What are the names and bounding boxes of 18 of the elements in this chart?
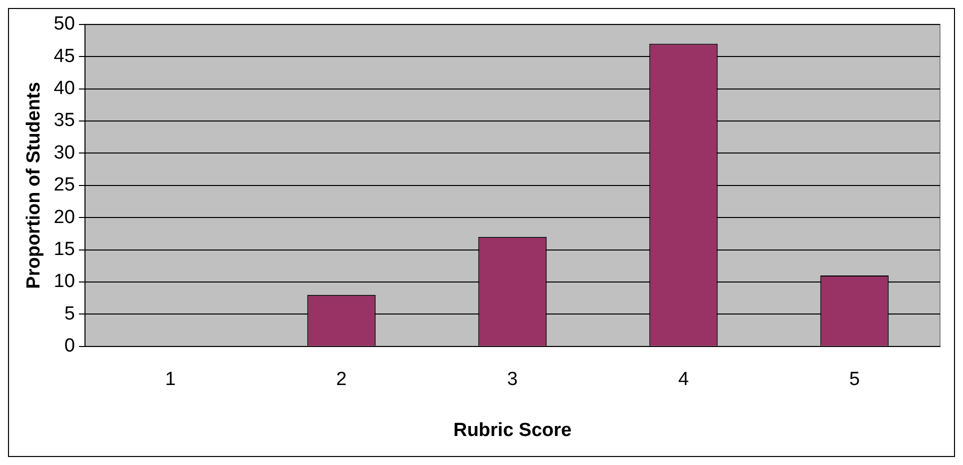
- x-axis-title: Rubric Score: [453, 420, 572, 441]
- y-tick-label: 40: [54, 78, 75, 100]
- y-tick-label: 5: [64, 303, 75, 324]
- y-tick-label: 45: [54, 46, 75, 67]
- y-tick-label: 15: [54, 239, 75, 260]
- x-tick-label: 1: [165, 369, 176, 390]
- y-tick-label: 10: [54, 271, 75, 292]
- y-tick-label: 50: [54, 14, 75, 35]
- y-tick-label: 35: [54, 110, 75, 132]
- x-tick-label: 4: [678, 369, 690, 390]
- x-tick-label: 2: [336, 369, 347, 390]
- y-tick-label: 0: [64, 336, 75, 357]
- x-tick-label: 3: [507, 369, 518, 390]
- x-tick-label: 5: [849, 369, 860, 390]
- y-tick-label: 20: [54, 206, 75, 228]
- y-tick-label: 25: [54, 174, 75, 196]
- y-axis-title: Proportion of Students: [24, 82, 45, 289]
- y-tick-label: 30: [54, 142, 75, 164]
